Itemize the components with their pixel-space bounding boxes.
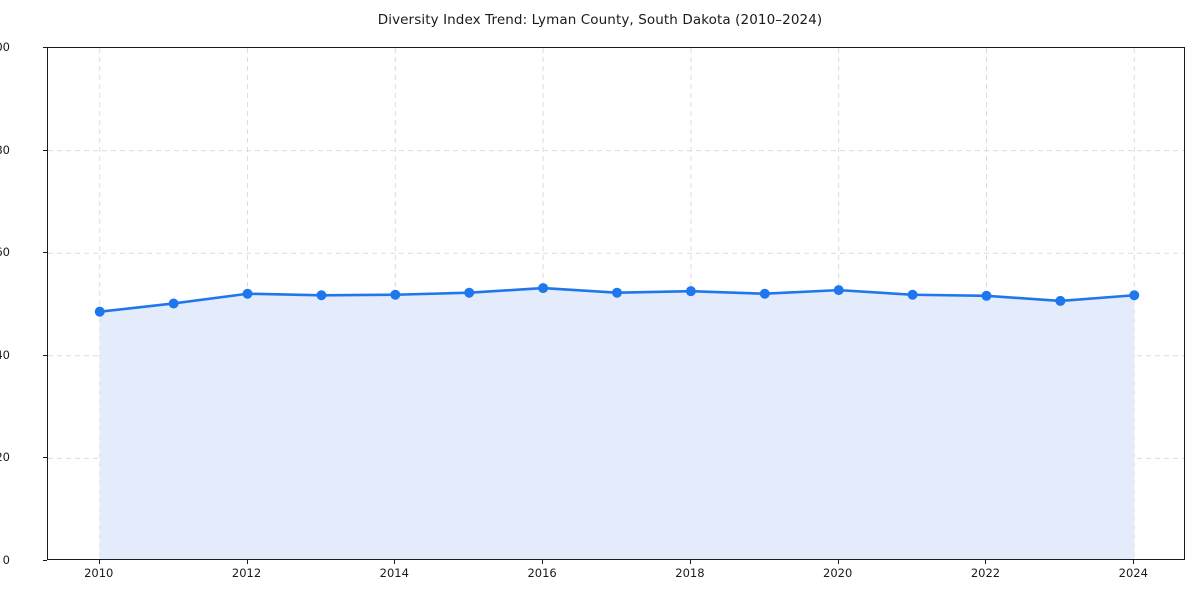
- x-tick-label: 2018: [675, 566, 705, 580]
- y-tick-mark: [43, 560, 47, 561]
- x-tick-label: 2014: [379, 566, 409, 580]
- x-tick-label: 2016: [527, 566, 557, 580]
- x-tick-mark: [689, 560, 691, 564]
- y-tick-mark: [43, 457, 47, 459]
- data-point-markers: [94, 283, 1140, 317]
- x-tick-mark: [837, 560, 839, 564]
- data-point-marker: [833, 285, 844, 296]
- area-fill: [99, 288, 1135, 559]
- line-chart-svg: [48, 48, 1184, 559]
- data-point-marker: [242, 288, 253, 299]
- data-point-marker: [168, 298, 179, 309]
- data-point-marker: [759, 288, 770, 299]
- x-tick-label: 2024: [1118, 566, 1148, 580]
- data-point-marker: [464, 287, 475, 298]
- data-point-marker: [94, 306, 105, 317]
- data-point-marker: [316, 290, 327, 301]
- x-tick-mark: [98, 560, 100, 564]
- plot-area: [47, 47, 1185, 560]
- y-tick-mark: [43, 47, 47, 48]
- data-point-marker: [907, 289, 918, 300]
- data-point-marker: [981, 290, 992, 301]
- y-tick-label: 60: [0, 245, 10, 260]
- y-tick-label: 40: [0, 347, 10, 362]
- data-point-marker: [1129, 290, 1140, 301]
- x-tick-mark: [246, 560, 248, 564]
- data-point-marker: [1055, 295, 1066, 306]
- x-tick-mark: [1133, 560, 1135, 564]
- data-point-marker: [612, 287, 622, 298]
- chart-title: Diversity Index Trend: Lyman County, Sou…: [377, 12, 823, 28]
- x-tick-label: 2020: [823, 566, 853, 580]
- y-tick-label: 20: [0, 450, 10, 465]
- x-tick-mark: [394, 560, 396, 564]
- x-tick-mark: [985, 560, 987, 564]
- x-tick-label: 2010: [84, 566, 114, 580]
- y-tick-label: 80: [0, 142, 10, 157]
- y-tick-mark: [43, 149, 47, 151]
- data-point-marker: [685, 286, 696, 297]
- x-tick-mark: [542, 560, 544, 564]
- data-point-marker: [390, 289, 401, 300]
- x-tick-label: 2022: [970, 566, 1001, 580]
- y-tick-mark: [43, 354, 47, 356]
- y-tick-label: 100: [0, 40, 10, 54]
- y-tick-label: 0: [2, 553, 10, 567]
- y-tick-mark: [43, 252, 47, 254]
- x-tick-label: 2012: [231, 566, 262, 580]
- data-point-marker: [538, 283, 549, 294]
